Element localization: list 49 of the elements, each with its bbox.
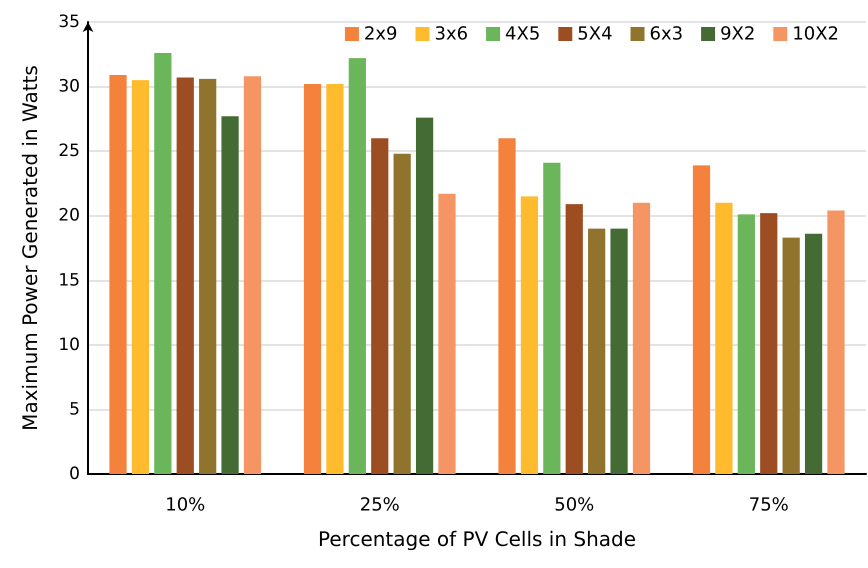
bar — [132, 80, 150, 474]
y-tick-label: 10 — [58, 334, 80, 355]
x-tick-label: 25% — [360, 494, 400, 516]
legend-label: 3x6 — [434, 24, 468, 44]
bar — [715, 202, 733, 474]
x-axis-title: Percentage of PV Cells in Shade — [318, 527, 636, 551]
legend-label: 10X2 — [792, 24, 839, 44]
bar — [371, 138, 388, 474]
y-axis-title: Maximum Power Generated in Watts — [18, 65, 42, 431]
bar — [692, 165, 710, 474]
bar — [416, 118, 434, 474]
bar — [221, 116, 239, 474]
x-tick-label: 50% — [554, 494, 594, 516]
y-tick-label: 0 — [69, 464, 80, 484]
legend-label: 6x3 — [650, 24, 684, 44]
bar — [498, 138, 516, 474]
bar — [827, 210, 845, 474]
bar — [782, 238, 800, 474]
bar — [304, 84, 322, 474]
bar — [438, 194, 456, 474]
bar — [632, 202, 650, 474]
y-tick-label: 15 — [58, 270, 80, 290]
bar — [394, 154, 411, 474]
x-tick-label: 10% — [165, 494, 206, 516]
x-tick-label: 75% — [748, 494, 789, 516]
bar — [738, 214, 755, 474]
bar — [543, 162, 560, 474]
bar — [244, 76, 262, 474]
bar — [326, 84, 344, 474]
y-tick-label: 25 — [58, 141, 80, 162]
y-tick-label: 35 — [58, 12, 80, 32]
bar — [154, 52, 172, 474]
bar — [760, 213, 778, 474]
bar — [348, 58, 366, 474]
y-tick-label: 20 — [58, 206, 80, 226]
bar — [520, 196, 538, 474]
bar — [109, 74, 127, 474]
bar — [588, 228, 606, 474]
bar — [566, 204, 583, 474]
bar — [804, 234, 822, 474]
y-tick-label: 30 — [58, 76, 80, 97]
y-tick-label: 5 — [69, 399, 80, 420]
legend-label: 9X2 — [720, 24, 756, 44]
legend-label: 5X4 — [577, 24, 613, 44]
legend-label: 2x9 — [364, 24, 398, 44]
bar — [610, 228, 628, 474]
legend-label: 4X5 — [505, 24, 540, 44]
bar — [199, 78, 216, 474]
bar — [176, 78, 194, 474]
